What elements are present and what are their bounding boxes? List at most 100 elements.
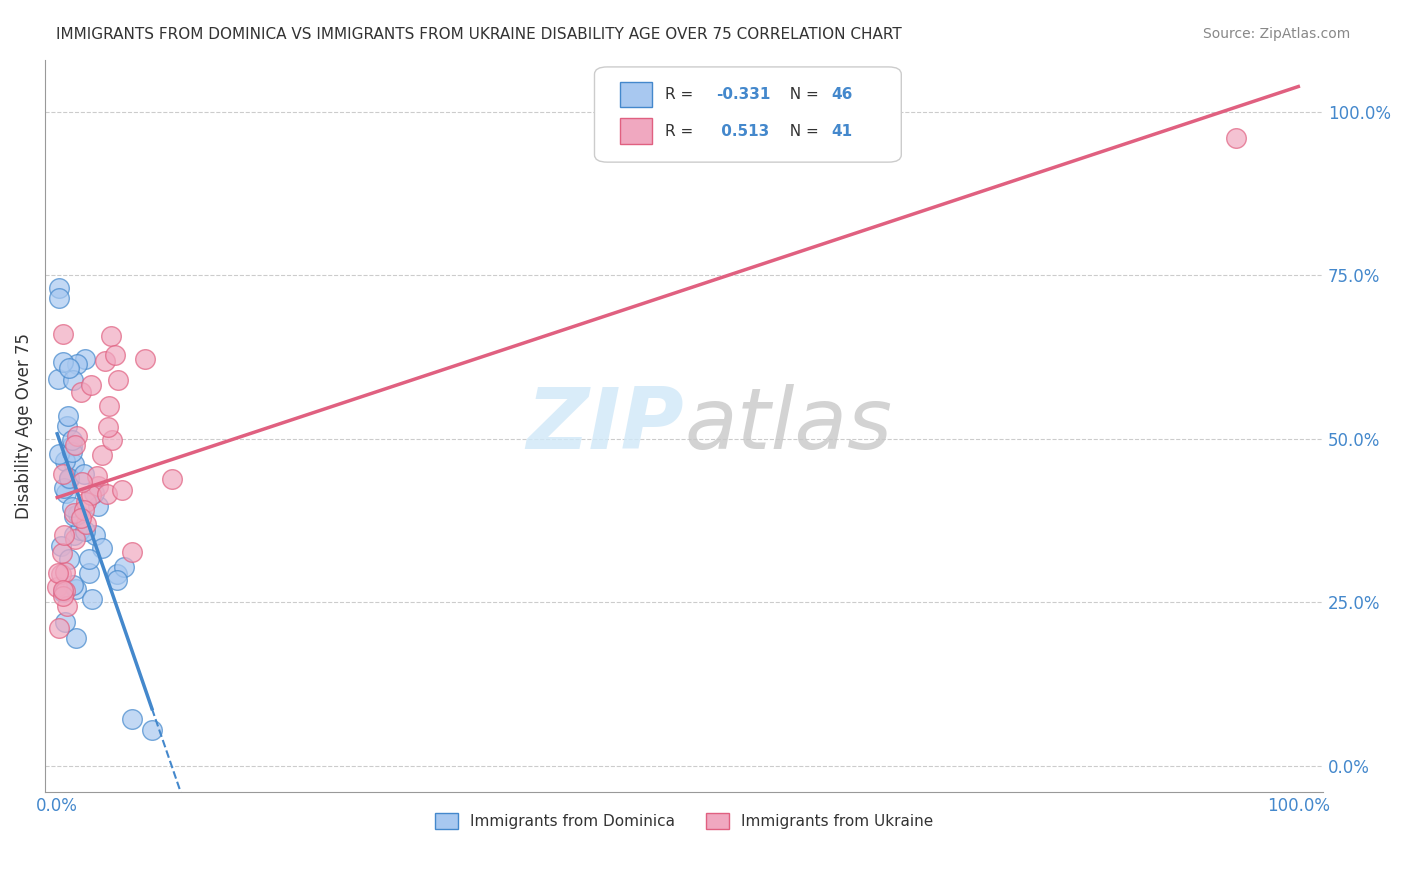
Point <box>107 373 129 387</box>
Point <box>53 528 76 542</box>
Point <box>69 511 91 525</box>
Text: 41: 41 <box>831 124 852 139</box>
Text: IMMIGRANTS FROM DOMINICA VS IMMIGRANTS FROM UKRAINE DISABILITY AGE OVER 75 CORRE: IMMIGRANTS FROM DOMINICA VS IMMIGRANTS F… <box>56 27 903 42</box>
Point <box>63 508 86 523</box>
Point <box>65 437 87 451</box>
Point <box>52 467 75 481</box>
Point <box>134 352 156 367</box>
Point <box>104 348 127 362</box>
Point <box>80 378 103 392</box>
Point <box>52 585 75 599</box>
Point <box>62 500 84 514</box>
Point <box>73 524 96 539</box>
Point <box>60 445 83 459</box>
Point <box>53 565 76 579</box>
Point <box>52 354 75 368</box>
Text: ZIP: ZIP <box>526 384 683 467</box>
Point <box>62 373 84 387</box>
Y-axis label: Disability Age Over 75: Disability Age Over 75 <box>15 333 32 519</box>
Point <box>83 486 105 500</box>
Point <box>65 582 87 597</box>
Point <box>58 472 80 486</box>
Point <box>46 372 69 386</box>
Point <box>63 457 86 471</box>
Point <box>62 578 84 592</box>
Point <box>63 528 86 542</box>
Point <box>111 483 134 498</box>
Point <box>79 488 101 502</box>
Point <box>52 589 75 603</box>
Point <box>73 503 96 517</box>
Point <box>67 508 90 522</box>
Point <box>96 487 118 501</box>
Point <box>1225 131 1247 145</box>
Point <box>98 399 121 413</box>
Point <box>97 420 120 434</box>
Point <box>56 409 79 423</box>
Point <box>70 384 93 399</box>
Point <box>48 281 70 295</box>
Point <box>121 712 143 726</box>
Point <box>46 580 69 594</box>
Point <box>66 357 89 371</box>
Point <box>49 539 72 553</box>
Point <box>83 528 105 542</box>
Point <box>101 434 124 448</box>
Point <box>77 566 100 580</box>
Point <box>60 433 83 447</box>
Point <box>86 499 108 513</box>
Text: N =: N = <box>780 124 824 139</box>
Legend: Immigrants from Dominica, Immigrants from Ukraine: Immigrants from Dominica, Immigrants fro… <box>429 807 939 836</box>
Point <box>53 615 76 629</box>
Point <box>86 479 108 493</box>
Point <box>53 453 76 467</box>
Point <box>112 559 135 574</box>
Point <box>69 524 91 538</box>
Point <box>55 486 77 500</box>
Point <box>52 481 75 495</box>
Point <box>75 517 97 532</box>
Point <box>93 354 115 368</box>
Point <box>52 326 75 341</box>
Point <box>51 567 73 582</box>
Point <box>105 567 128 582</box>
Text: R =: R = <box>665 87 697 103</box>
Text: Source: ZipAtlas.com: Source: ZipAtlas.com <box>1202 27 1350 41</box>
Text: -0.331: -0.331 <box>716 87 770 103</box>
Bar <box>620 118 652 144</box>
Text: 0.513: 0.513 <box>716 124 769 139</box>
Point <box>48 447 70 461</box>
Point <box>80 592 103 607</box>
FancyBboxPatch shape <box>595 67 901 162</box>
Point <box>91 541 114 555</box>
Point <box>58 361 80 376</box>
Point <box>160 472 183 486</box>
Point <box>86 468 108 483</box>
Text: N =: N = <box>780 87 824 103</box>
Point <box>105 573 128 587</box>
Point <box>121 545 143 559</box>
Point <box>141 723 163 738</box>
Point <box>90 448 112 462</box>
Point <box>63 507 86 521</box>
Point <box>46 566 69 581</box>
Point <box>63 532 86 546</box>
Point <box>48 291 70 305</box>
Point <box>77 552 100 566</box>
Point <box>75 351 97 366</box>
Point <box>65 632 87 646</box>
Text: R =: R = <box>665 124 697 139</box>
Point <box>55 419 77 434</box>
Point <box>73 467 96 481</box>
Point <box>70 475 93 490</box>
Point <box>58 552 80 566</box>
Point <box>52 583 75 598</box>
Text: 46: 46 <box>831 87 852 103</box>
Point <box>53 584 76 599</box>
Point <box>58 471 80 485</box>
Bar <box>620 81 652 107</box>
Point <box>65 429 87 443</box>
Point <box>60 439 83 453</box>
Point <box>48 622 70 636</box>
Point <box>75 495 97 509</box>
